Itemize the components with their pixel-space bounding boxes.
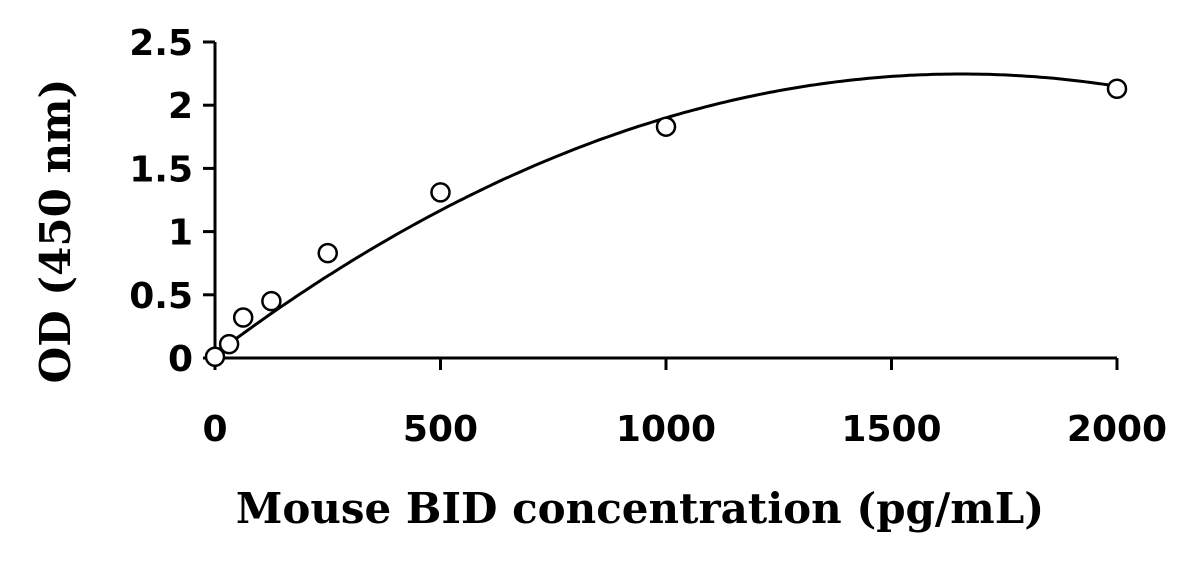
x-axis: 0 500 1000 1500 2000 — [202, 356, 1167, 450]
y-tick-label: 0 — [168, 339, 193, 380]
x-tick-label: 1500 — [841, 409, 941, 450]
y-tick-label: 2.5 — [129, 23, 193, 64]
x-tick-label: 1000 — [616, 409, 716, 450]
data-point — [655, 116, 677, 137]
data-point — [317, 242, 338, 264]
fit-curve — [214, 72, 1118, 356]
y-axis: 0 0.5 1 1.5 2 2.5 — [129, 23, 217, 380]
y-tick-label: 1 — [168, 213, 193, 254]
y-tick-label: 0.5 — [129, 276, 193, 317]
y-tick-label: 1.5 — [129, 149, 193, 190]
data-point — [1106, 78, 1128, 100]
data-point — [232, 307, 254, 328]
data-point — [218, 333, 240, 355]
y-tick-label: 2 — [168, 86, 193, 127]
y-axis-title: OD (450 nm) — [31, 79, 80, 384]
data-point — [261, 290, 282, 312]
x-axis-title: Mouse BID concentration (pg/mL) — [236, 484, 1044, 533]
data-point — [430, 182, 451, 203]
data-points — [204, 78, 1128, 367]
x-tick-label: 0 — [202, 409, 227, 450]
x-tick-label: 2000 — [1067, 409, 1167, 450]
x-tick-label: 500 — [403, 409, 478, 450]
data-point — [204, 346, 226, 367]
fit-curve-group — [214, 72, 1118, 356]
